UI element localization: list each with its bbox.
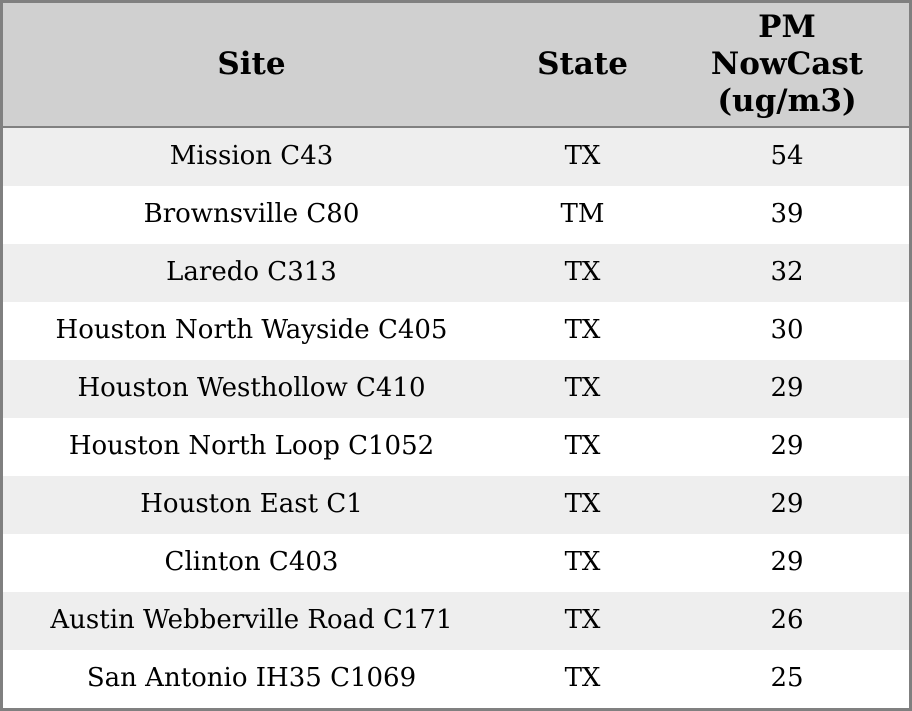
site-cell: Houston North Loop C1052 <box>68 431 435 462</box>
site-cell: Houston East C1 <box>140 489 363 520</box>
site-cell: Brownsville C80 <box>143 199 360 230</box>
table-row: Austin Webberville Road C171 TX 26 <box>3 592 909 650</box>
state-cell: TX <box>564 431 601 462</box>
table-row: Laredo C313 TX 32 <box>3 244 909 302</box>
state-cell: TX <box>564 663 601 694</box>
table-row: Brownsville C80 TM 39 <box>3 186 909 244</box>
table-row: San Antonio IH35 C1069 TX 25 <box>3 650 909 708</box>
state-cell: TX <box>564 605 601 636</box>
state-cell: TX <box>564 315 601 346</box>
pm-nowcast-cell: 29 <box>770 489 804 520</box>
pm-nowcast-cell: 54 <box>770 141 804 172</box>
state-cell: TX <box>564 373 601 404</box>
site-cell: Laredo C313 <box>166 257 337 288</box>
site-cell: Mission C43 <box>169 141 334 172</box>
site-cell: Clinton C403 <box>164 547 339 578</box>
site-cell: San Antonio IH35 C1069 <box>86 663 417 694</box>
table-row: Houston North Wayside C405 TX 30 <box>3 302 909 360</box>
table-row: Clinton C403 TX 29 <box>3 534 909 592</box>
state-cell: TX <box>564 547 601 578</box>
pm-nowcast-cell: 29 <box>770 373 804 404</box>
table-row: Mission C43 TX 54 <box>3 128 909 186</box>
site-cell: Austin Webberville Road C171 <box>50 605 453 636</box>
pm-nowcast-cell: 39 <box>770 199 804 230</box>
column-header-state: State <box>537 45 628 82</box>
state-cell: TX <box>564 257 601 288</box>
state-cell: TM <box>560 199 605 230</box>
column-header-site: Site <box>217 45 286 82</box>
pm-nowcast-cell: 29 <box>770 431 804 462</box>
pm-nowcast-cell: 26 <box>770 605 804 636</box>
pm-nowcast-cell: 30 <box>770 315 804 346</box>
table-row: Houston East C1 TX 29 <box>3 476 909 534</box>
table-row: Houston Westhollow C410 TX 29 <box>3 360 909 418</box>
column-header-pm-nowcast: PM NowCast (ug/m3) <box>710 9 864 119</box>
pm-nowcast-cell: 25 <box>770 663 804 694</box>
state-cell: TX <box>564 489 601 520</box>
site-cell: Houston Westhollow C410 <box>77 373 426 404</box>
table-row: Houston North Loop C1052 TX 29 <box>3 418 909 476</box>
state-cell: TX <box>564 141 601 172</box>
table-header-row: Site State PM NowCast (ug/m3) <box>3 3 909 128</box>
site-cell: Houston North Wayside C405 <box>55 315 448 346</box>
pm-nowcast-cell: 32 <box>770 257 804 288</box>
pm-nowcast-cell: 29 <box>770 547 804 578</box>
